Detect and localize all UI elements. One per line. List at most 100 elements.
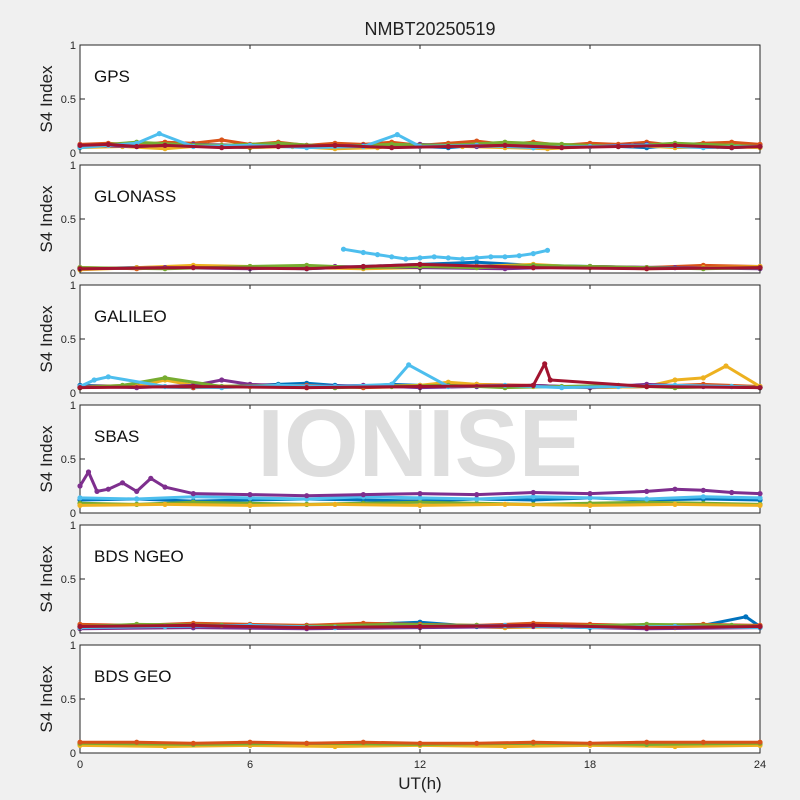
series-segment (220, 378, 252, 386)
series-segment (78, 378, 96, 388)
series-segment (475, 740, 535, 745)
panel-label: GLONASS (94, 187, 176, 206)
series-segment (531, 248, 549, 256)
series-segment (418, 502, 507, 507)
series-segment (248, 502, 337, 507)
series-segment (588, 496, 649, 501)
series-segment (305, 265, 365, 271)
series-segment (305, 385, 422, 390)
series-segment (135, 476, 153, 493)
series-segment (106, 481, 124, 491)
y-tick-label: 0 (70, 748, 76, 760)
series-segment (135, 143, 167, 148)
series-segment (588, 740, 649, 745)
series-segment (418, 500, 479, 505)
series-segment (220, 145, 280, 150)
series-segment (78, 496, 139, 501)
series-segment (78, 142, 110, 147)
series-segment (149, 476, 167, 489)
series-segment (560, 145, 620, 150)
series-segment (730, 140, 762, 146)
x-axis-label: UT(h) (398, 774, 441, 793)
series-segment (163, 376, 224, 388)
series-segment (588, 500, 649, 505)
series-segment (78, 623, 195, 628)
series-segment (78, 743, 167, 748)
panel-bds-ngeo: 0 0.5 1 BDS NGEO S4 Index (37, 520, 763, 640)
series-segment (701, 495, 762, 500)
series-segment (342, 247, 365, 254)
y-tick-label: 1 (70, 640, 76, 652)
series-segment (531, 623, 649, 630)
series-segment (730, 145, 762, 150)
series-segment (191, 740, 252, 745)
x-tick-label: 12 (414, 759, 426, 771)
plot-area (79, 644, 761, 754)
y-axis-label: S4 Index (37, 185, 56, 253)
series-segment (407, 363, 450, 388)
panel-label: GALILEO (94, 307, 167, 326)
plot-area (79, 284, 761, 394)
series-segment (673, 141, 734, 147)
series-segment (305, 625, 422, 630)
series-segment (248, 743, 337, 748)
series-segment (673, 743, 762, 748)
y-tick-label: 0 (70, 628, 76, 640)
series-segment (78, 502, 167, 507)
y-tick-label: 0.5 (61, 574, 76, 586)
y-axis-label: S4 Index (37, 665, 56, 733)
y-axis-label: S4 Index (37, 65, 56, 133)
series-segment (588, 743, 677, 748)
series-segment (531, 495, 592, 500)
series-4 (77, 739, 763, 746)
x-axis-ticks: 0 6 12 18 24 (77, 759, 766, 771)
series-7 (77, 622, 763, 631)
series-segment (135, 132, 161, 145)
y-tick-label: 0 (70, 148, 76, 160)
y-axis-label: S4 Index (37, 305, 56, 373)
series-segment (361, 500, 422, 505)
series-segment (191, 385, 309, 390)
series-segment (106, 142, 139, 148)
series-segment (191, 378, 224, 387)
series-segment (87, 470, 99, 493)
series-segment (531, 362, 547, 387)
series-segment (404, 256, 422, 261)
series-segment (248, 263, 309, 268)
series-segment (361, 262, 422, 268)
series-segment (395, 133, 422, 148)
series-segment (135, 140, 181, 146)
panels-group: 0 0.5 1 GPS S4 Index 0 0.5 1 GLONASS S4 Index 0 0.5… (37, 40, 763, 760)
y-tick-label: 1 (70, 160, 76, 172)
series-segment (475, 491, 535, 497)
y-axis-label: S4 Index (37, 545, 56, 613)
series-segment (361, 492, 422, 497)
series-7 (77, 361, 763, 391)
series-segment (276, 143, 337, 148)
series-segment (645, 385, 762, 390)
series-segment (163, 143, 224, 150)
series-segment (248, 740, 309, 745)
series-segment (248, 493, 309, 498)
series-segment (135, 495, 195, 501)
panel-bds-geo: 0 0.5 1 BDS GEO S4 Index (37, 640, 763, 760)
y-tick-label: 0.5 (61, 694, 76, 706)
series-segment (730, 491, 762, 496)
series-segment (163, 502, 252, 507)
series-segment (503, 743, 592, 748)
series-segment (673, 502, 762, 507)
series-segment (305, 493, 365, 498)
series-segment (475, 255, 493, 260)
y-tick-label: 1 (70, 520, 76, 532)
panel-gps: 0 0.5 1 GPS S4 Index (37, 40, 763, 160)
y-axis-label: S4 Index (37, 425, 56, 493)
series-5 (77, 469, 763, 499)
series-segment (333, 502, 422, 507)
series-segment (432, 255, 450, 260)
series-segment (673, 376, 705, 382)
series-segment (560, 385, 620, 390)
series-segment (157, 132, 195, 148)
series-segment (361, 133, 399, 148)
series-segment (135, 740, 195, 745)
series-segment (503, 254, 521, 259)
